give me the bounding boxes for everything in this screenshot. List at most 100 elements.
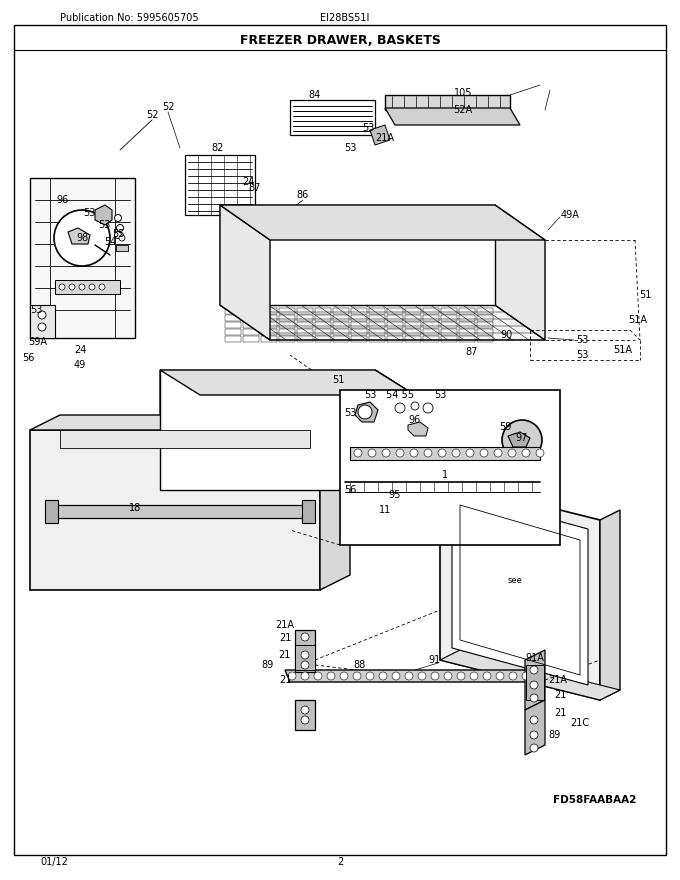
Circle shape [366,672,374,680]
Text: 51A: 51A [613,345,632,355]
Circle shape [522,672,530,680]
Circle shape [438,449,446,457]
Circle shape [301,706,309,714]
Bar [279,336,295,342]
Circle shape [301,672,309,680]
Text: 51: 51 [639,290,651,300]
Text: 54 55: 54 55 [386,390,414,400]
Bar [477,322,493,328]
Circle shape [114,231,122,238]
Circle shape [444,672,452,680]
Circle shape [54,210,110,266]
Polygon shape [440,650,620,700]
Bar [369,336,385,342]
Circle shape [423,403,433,413]
Circle shape [314,672,322,680]
Bar [261,308,277,314]
Text: 11: 11 [379,505,391,515]
Bar [279,308,295,314]
Text: 96: 96 [56,195,68,205]
Bar [243,315,259,321]
Text: 21: 21 [554,708,566,718]
Text: 53: 53 [30,305,42,315]
Circle shape [470,672,478,680]
Circle shape [509,672,517,680]
Bar [387,336,403,342]
Circle shape [483,672,491,680]
Circle shape [530,666,538,674]
Text: 21A: 21A [375,133,394,143]
Circle shape [79,284,85,290]
Text: EI28BS51I: EI28BS51I [320,13,369,23]
Polygon shape [385,95,510,110]
Bar [423,322,439,328]
Polygon shape [160,370,375,490]
Circle shape [379,672,387,680]
Text: 87: 87 [466,347,478,357]
Text: 95: 95 [389,490,401,500]
Text: 53: 53 [434,390,446,400]
Bar [477,336,493,342]
Circle shape [411,402,419,410]
Polygon shape [160,370,415,395]
Circle shape [119,235,125,241]
Bar [243,308,259,314]
Bar [477,329,493,335]
Circle shape [301,651,309,659]
Circle shape [116,224,124,231]
Text: 24: 24 [242,177,254,187]
Text: 21: 21 [554,690,566,700]
Bar [405,322,421,328]
Circle shape [358,405,372,419]
Circle shape [368,449,376,457]
Polygon shape [295,700,315,730]
Bar [243,329,259,335]
Polygon shape [302,500,315,523]
Bar [459,329,475,335]
Bar [295,645,315,670]
Bar [297,308,313,314]
Bar [279,322,295,328]
Polygon shape [350,447,540,460]
Bar [351,315,367,321]
Circle shape [405,672,413,680]
Bar [333,322,349,328]
Circle shape [431,672,439,680]
Bar [243,336,259,342]
Text: 49: 49 [74,360,86,370]
Polygon shape [50,505,310,518]
Bar [261,329,277,335]
Circle shape [496,672,504,680]
Polygon shape [508,432,530,447]
Circle shape [536,449,544,457]
Bar [441,315,457,321]
Bar [116,245,128,251]
Polygon shape [600,510,620,700]
Text: 84: 84 [309,90,321,100]
Bar [441,329,457,335]
Bar [315,329,331,335]
Text: 21: 21 [279,633,291,643]
Polygon shape [220,305,545,340]
Bar [315,336,331,342]
Bar [225,308,241,314]
Bar [55,280,120,294]
Text: 53: 53 [576,335,588,345]
Polygon shape [370,125,390,145]
Circle shape [301,633,309,641]
Bar [423,308,439,314]
Text: 89: 89 [549,730,561,740]
Text: Publication No: 5995605705: Publication No: 5995605705 [60,13,199,23]
Bar [369,308,385,314]
Text: 21C: 21C [571,718,590,728]
Polygon shape [375,370,415,515]
Polygon shape [68,228,90,244]
Bar [315,315,331,321]
Text: 91: 91 [429,655,441,665]
Bar [225,336,241,342]
Polygon shape [385,108,520,125]
Bar [405,315,421,321]
Text: see: see [507,576,522,584]
Text: 97: 97 [516,433,528,443]
Polygon shape [220,205,270,340]
